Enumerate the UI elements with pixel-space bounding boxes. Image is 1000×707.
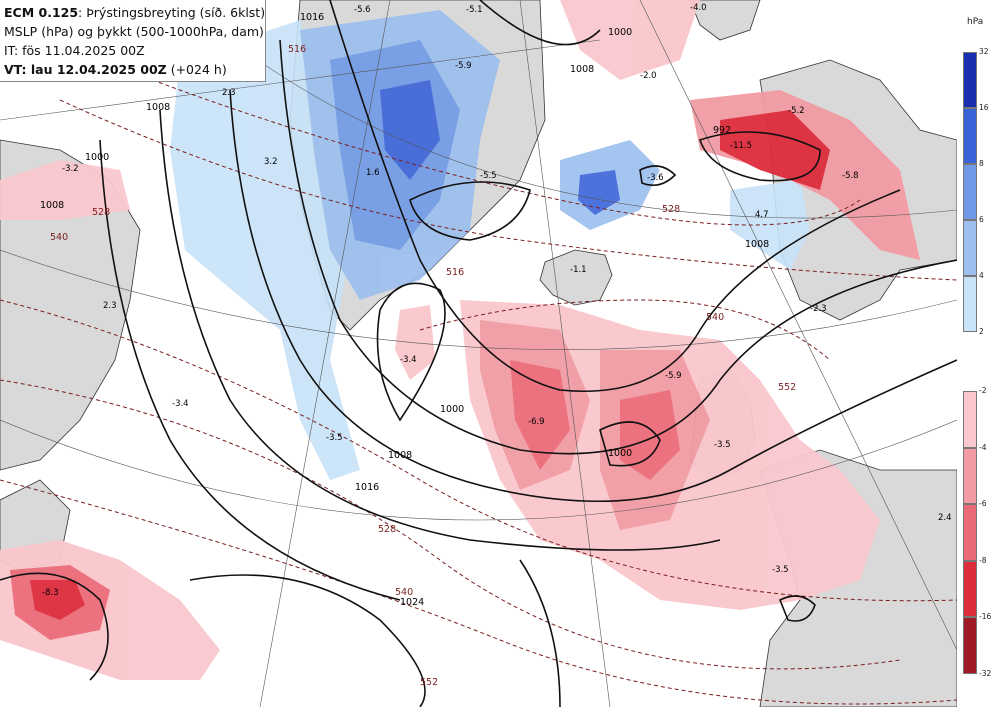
isobar-label: 1016 xyxy=(355,482,379,493)
legend-tick-label: 2 xyxy=(979,327,984,336)
thickness-label: 516 xyxy=(288,44,306,55)
title-line: ECM 0.125: Þrýstingsbreyting (síð. 6klst… xyxy=(4,3,265,22)
change-value: -5.1 xyxy=(466,5,483,15)
thickness-label: 540 xyxy=(706,312,724,323)
thickness-label: 552 xyxy=(420,677,438,688)
pressure-fall-areas xyxy=(0,0,920,680)
change-value: -3.5 xyxy=(772,565,789,575)
change-value: -5.5 xyxy=(480,171,497,181)
thickness-label: 540 xyxy=(50,232,68,243)
isobar-label: 1000 xyxy=(608,27,632,38)
isobar-label: 1008 xyxy=(388,450,412,461)
thickness-label: 516 xyxy=(446,267,464,278)
change-value: -11.5 xyxy=(730,141,752,151)
thickness-label: 528 xyxy=(378,524,396,535)
change-value: -3.4 xyxy=(172,399,189,409)
change-value: 2.4 xyxy=(938,513,952,523)
change-value: 4.7 xyxy=(755,210,769,220)
isobar-labels: 1000 1008 1016 1000 1008 992 1008 1000 1… xyxy=(40,12,769,608)
change-value: 2.3 xyxy=(103,301,117,311)
model-name: ECM 0.125 xyxy=(4,5,79,20)
legend-tick-label: -6 xyxy=(979,499,987,509)
legend-swatch xyxy=(963,447,977,505)
isobar-label: 1008 xyxy=(40,200,64,211)
isobars xyxy=(0,0,957,707)
change-value: 3.2 xyxy=(264,157,278,167)
thickness-label: 528 xyxy=(92,207,110,218)
legend-swatch xyxy=(963,220,977,276)
title-text: : Þrýstingsbreyting (síð. 6klst) xyxy=(78,5,266,20)
change-value: -5.9 xyxy=(455,61,472,71)
change-values: -5.9 -5.1 -5.6 -4.0 -2.0 -5.2 -11.5 -5.8… xyxy=(42,3,952,598)
isobar-label: 1008 xyxy=(570,64,594,75)
legend-swatch xyxy=(963,108,977,164)
latlon-grid xyxy=(0,0,957,707)
isobar-label: 1008 xyxy=(146,102,170,113)
change-value: -3.5 xyxy=(326,433,343,443)
fields-line: MSLP (hPa) og þykkt (500-1000hPa, dam) xyxy=(4,24,264,39)
change-value: -3.5 xyxy=(714,440,731,450)
change-value: 1.6 xyxy=(366,168,380,178)
change-value: -3.2 xyxy=(62,164,79,174)
isobar-label: 1000 xyxy=(440,404,464,415)
isobar-label: 1016 xyxy=(300,12,324,23)
legend-swatch xyxy=(963,617,977,674)
legend-swatch xyxy=(963,276,977,332)
change-value: -5.6 xyxy=(354,5,371,15)
thickness-label: 540 xyxy=(395,587,413,598)
weather-map: 1000 1008 1016 1000 1008 992 1008 1000 1… xyxy=(0,0,957,707)
change-value: -5.2 xyxy=(788,106,805,116)
valid-time: VT: lau 12.04.2025 00Z xyxy=(4,62,167,77)
isobar-label: 1024 xyxy=(400,597,424,608)
legend-tick-label: 6 xyxy=(979,215,984,224)
legend-tick-label: 4 xyxy=(979,271,984,280)
legend-tick-label: 32 xyxy=(979,47,989,56)
legend-swatch xyxy=(963,52,977,108)
change-value: -3.4 xyxy=(400,355,417,365)
legend-tick-label: -16 xyxy=(979,612,992,622)
legend-tick-label: -4 xyxy=(979,442,987,452)
legend-tick-label: -32 xyxy=(979,669,992,678)
isobar-label: 1000 xyxy=(608,448,632,459)
change-value: -2.0 xyxy=(640,71,657,81)
map-info-box: ECM 0.125: Þrýstingsbreyting (síð. 6klst… xyxy=(0,0,266,82)
change-value: -1.1 xyxy=(570,265,587,275)
change-value: -3.6 xyxy=(647,173,664,183)
change-value: -6.9 xyxy=(528,417,545,427)
legend-tick-label: 8 xyxy=(979,159,984,168)
change-value: -8.3 xyxy=(42,588,59,598)
legend-swatch xyxy=(963,504,977,561)
legend-swatch xyxy=(963,164,977,220)
thickness-label: 528 xyxy=(662,204,680,215)
thickness-label: 552 xyxy=(778,382,796,393)
init-time: IT: fös 11.04.2025 00Z xyxy=(4,43,145,58)
isobar-label: 1000 xyxy=(85,152,109,163)
isobar-label: 992 xyxy=(713,125,731,136)
legend-tick-label: -2 xyxy=(979,386,987,395)
change-value: -5.9 xyxy=(665,371,682,381)
valid-time-line: VT: lau 12.04.2025 00Z (+024 h) xyxy=(4,60,265,79)
thickness-contours xyxy=(0,59,957,705)
change-value: -5.8 xyxy=(842,171,859,181)
color-legend: hPa 32 16 8 6 4 2 -2 -4 -6 -8 -16 -32 xyxy=(957,0,1000,707)
isobar-label: 1008 xyxy=(745,239,769,250)
legend-swatch xyxy=(963,560,977,618)
legend-tick-label: -8 xyxy=(979,555,987,565)
thickness-labels: 528 540 552 528 540 552 516 528 540 516 xyxy=(50,44,796,688)
legend-tick-label: 16 xyxy=(979,103,989,112)
lead-time: (+024 h) xyxy=(166,62,227,77)
legend-swatch xyxy=(963,391,977,448)
change-value: 2.3 xyxy=(222,88,236,98)
legend-unit: hPa xyxy=(967,17,984,27)
change-value: -2.3 xyxy=(810,304,827,314)
change-value: -4.0 xyxy=(690,3,707,13)
